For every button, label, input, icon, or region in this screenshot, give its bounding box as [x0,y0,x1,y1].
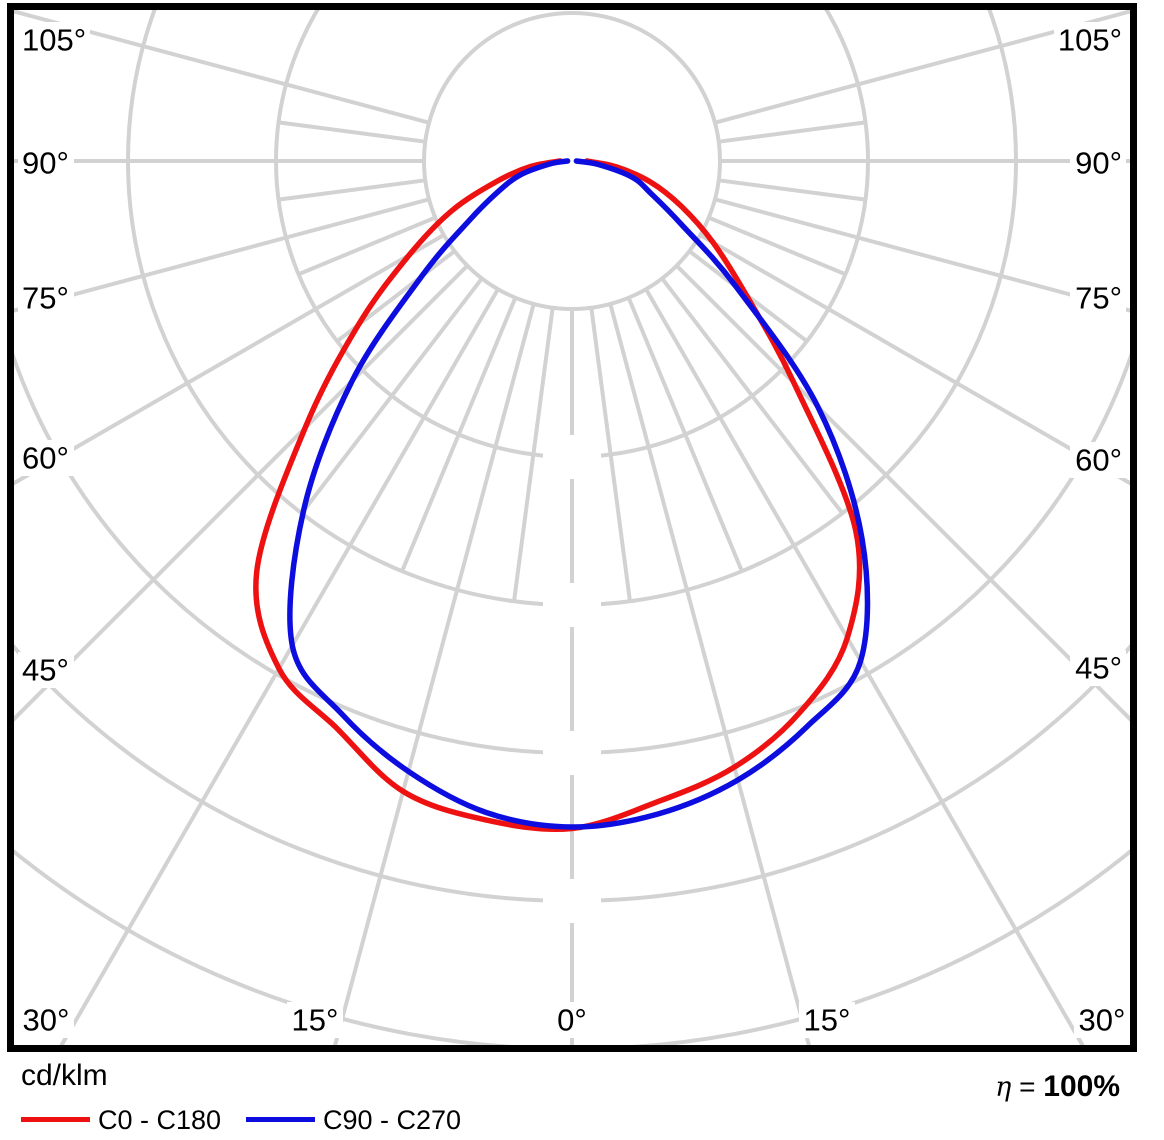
angle-label: 90° [22,146,69,181]
grid-ring [7,330,1137,755]
angle-label-bg [1070,442,1126,478]
angle-label: 30° [23,1003,70,1038]
grid-ray-minor [400,296,518,572]
grid-ray-major [608,303,813,1052]
angle-label-bg [1070,280,1126,316]
angle-label-bg [1070,145,1126,181]
angle-label-bg [1074,1002,1130,1038]
grid-ray-minor [626,296,744,572]
grid-ray-minor [660,277,844,515]
grid-ray-major [714,197,1137,315]
angle-label: 45° [1075,651,1122,686]
grid-ray-major [699,233,1137,490]
chart-frame [7,3,1137,1052]
angle-label: 30° [1079,1003,1126,1038]
angle-label-bg [1054,22,1126,58]
eta-value: 100% [1043,1070,1120,1103]
angle-label-bg [287,1002,343,1038]
legend-label-c90-c270: C90 - C270 [323,1105,462,1135]
grid-ray-minor [718,120,866,144]
angle-labels: 105° 90° 75° 60° 45° 105° 90° 75° 60° 45° 30° 15° 0°… [18,22,1130,1038]
angle-label: 75° [1075,281,1122,316]
curve-c0-c180 [253,158,863,833]
legend-swatch-c0-c180 [21,1117,90,1122]
eta-symbol: η [995,1072,1012,1103]
angle-label: 105° [22,23,86,58]
grid-ray-minor [300,277,484,515]
angle-label: 105° [1058,23,1122,58]
angle-label: 45° [22,653,69,688]
angle-label: 60° [1075,443,1122,478]
ring-label-gap [543,879,601,923]
legend-label-c0-c180: C0 - C180 [98,1105,222,1135]
angle-label-bg [18,22,90,58]
grid-ring [422,11,722,311]
grid-ray-major [7,7,430,125]
angle-label: 15° [292,1003,339,1038]
eta-equals: = [1011,1071,1044,1102]
grid-ray-major [675,264,1137,729]
grid-ray-major [331,303,536,1052]
grid-ray-minor [589,307,632,602]
angle-label: 60° [22,441,69,476]
grid-ray-major [644,288,1089,1052]
angle-label-bg [799,1002,855,1038]
angle-label-bg [18,1002,74,1038]
grid-ray-minor [278,178,426,202]
curve-c90-c270 [287,158,871,830]
grid-ray-major [7,197,430,315]
efficiency-label: η = 100% [995,1070,1120,1104]
angle-label-bg [552,1002,592,1038]
ring-label-gap [543,435,601,479]
grid-ray-minor [707,215,847,277]
angle-label: 90° [1075,146,1122,181]
legend-swatch-c90-c270 [246,1117,315,1122]
angle-label: 0° [557,1003,587,1038]
unit-label: cd/klm [21,1059,108,1092]
angle-label-bg [1070,650,1126,686]
grid-ray-minor [297,215,437,277]
grid-ray-minor [512,307,555,602]
angle-label: 75° [22,281,69,316]
angle-label-bg [18,652,74,688]
grid-ray-major [714,7,1137,125]
ring-label-gap [543,583,601,627]
angle-label: 15° [804,1003,851,1038]
grid-ray-minor [718,178,866,202]
grid-ray-minor [278,120,426,144]
ring-label-gap [543,731,601,775]
angle-label-bg [18,280,74,316]
angle-label-bg [18,440,74,476]
angle-label-bg [18,145,74,181]
grid-ray-major [7,233,445,490]
grid-ray-major [55,288,500,1052]
